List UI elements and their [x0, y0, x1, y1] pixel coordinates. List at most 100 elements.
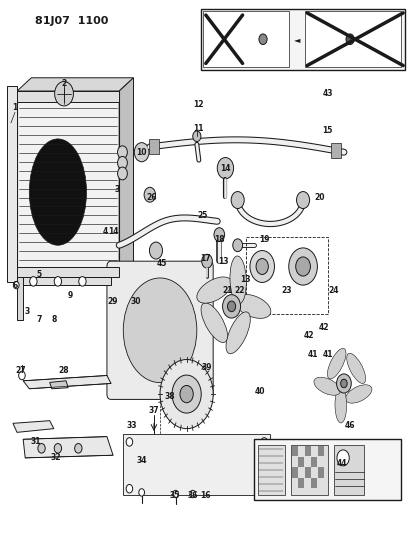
Text: 14: 14	[108, 228, 118, 237]
Circle shape	[54, 443, 61, 453]
Ellipse shape	[234, 294, 270, 318]
Bar	[310, 457, 317, 467]
Circle shape	[189, 490, 195, 498]
Text: 41: 41	[321, 350, 332, 359]
Ellipse shape	[327, 349, 345, 379]
Text: 30: 30	[130, 296, 140, 305]
Bar	[317, 467, 323, 478]
Polygon shape	[13, 421, 54, 432]
Text: ◄: ◄	[293, 35, 299, 44]
Text: 46: 46	[344, 422, 355, 431]
Ellipse shape	[259, 42, 266, 63]
Circle shape	[13, 281, 19, 289]
Text: 16: 16	[199, 490, 210, 499]
Bar	[304, 446, 310, 456]
Circle shape	[117, 146, 127, 159]
Bar	[17, 266, 119, 277]
Text: 13: 13	[218, 257, 228, 265]
Text: 9: 9	[67, 291, 73, 300]
Text: 12: 12	[193, 100, 204, 109]
Circle shape	[19, 371, 25, 379]
Text: 22: 22	[234, 286, 245, 295]
Ellipse shape	[345, 42, 353, 67]
Polygon shape	[17, 78, 133, 91]
Bar	[258, 445, 284, 495]
Circle shape	[222, 295, 240, 318]
Circle shape	[144, 187, 155, 202]
Text: 44: 44	[336, 459, 346, 467]
Polygon shape	[23, 437, 113, 458]
Circle shape	[295, 257, 310, 276]
Polygon shape	[119, 78, 133, 277]
Circle shape	[172, 375, 201, 413]
Circle shape	[149, 242, 162, 259]
Polygon shape	[23, 375, 111, 389]
Ellipse shape	[123, 278, 196, 383]
Text: 31: 31	[30, 438, 40, 447]
Circle shape	[38, 443, 45, 453]
Ellipse shape	[334, 387, 346, 423]
Ellipse shape	[349, 16, 362, 38]
Circle shape	[180, 385, 193, 403]
Bar	[310, 478, 317, 488]
Circle shape	[261, 484, 267, 493]
Circle shape	[336, 450, 348, 466]
Ellipse shape	[264, 35, 281, 44]
Bar	[330, 143, 340, 158]
Circle shape	[79, 277, 86, 286]
Circle shape	[231, 191, 244, 208]
Text: 29: 29	[108, 296, 118, 305]
Circle shape	[139, 489, 144, 496]
Ellipse shape	[229, 256, 246, 304]
Bar	[17, 91, 119, 277]
Text: 23: 23	[281, 286, 291, 295]
Text: 81J07  1100: 81J07 1100	[35, 16, 108, 26]
Bar	[304, 11, 400, 67]
Circle shape	[336, 374, 351, 393]
Text: 26: 26	[146, 193, 157, 202]
Text: 32: 32	[50, 454, 61, 463]
Circle shape	[29, 277, 37, 286]
Circle shape	[201, 254, 212, 268]
Polygon shape	[49, 381, 68, 389]
Circle shape	[232, 239, 242, 252]
Text: 20: 20	[313, 193, 324, 202]
Text: 13: 13	[240, 275, 250, 284]
Text: 4: 4	[102, 228, 107, 237]
Text: 27: 27	[16, 366, 26, 375]
Text: 36: 36	[187, 490, 198, 499]
Text: 15: 15	[321, 126, 332, 135]
Bar	[291, 446, 297, 456]
Bar	[290, 445, 327, 495]
Text: 28: 28	[58, 366, 69, 375]
Text: 3: 3	[25, 307, 30, 316]
Text: 42: 42	[317, 323, 328, 332]
Text: 17: 17	[199, 254, 210, 263]
Ellipse shape	[329, 37, 348, 51]
Text: 10: 10	[136, 148, 146, 157]
Bar	[297, 457, 303, 467]
Text: 38: 38	[164, 392, 175, 401]
Bar	[291, 467, 297, 478]
Ellipse shape	[313, 377, 339, 395]
Bar	[333, 445, 364, 495]
Circle shape	[126, 438, 133, 446]
Circle shape	[126, 484, 133, 493]
Ellipse shape	[351, 37, 369, 50]
Bar	[245, 237, 327, 314]
Text: 21: 21	[222, 286, 232, 295]
Text: 5: 5	[37, 270, 42, 279]
Bar	[304, 467, 310, 478]
Ellipse shape	[336, 17, 349, 38]
Ellipse shape	[345, 385, 371, 403]
Ellipse shape	[244, 35, 261, 44]
Circle shape	[117, 157, 127, 169]
Text: 37: 37	[148, 406, 159, 415]
Bar	[17, 91, 119, 102]
Text: 25: 25	[197, 212, 208, 221]
Text: 34: 34	[136, 456, 146, 465]
Circle shape	[192, 131, 200, 142]
Bar	[317, 446, 323, 456]
Polygon shape	[7, 86, 17, 282]
Text: 2: 2	[61, 78, 67, 87]
